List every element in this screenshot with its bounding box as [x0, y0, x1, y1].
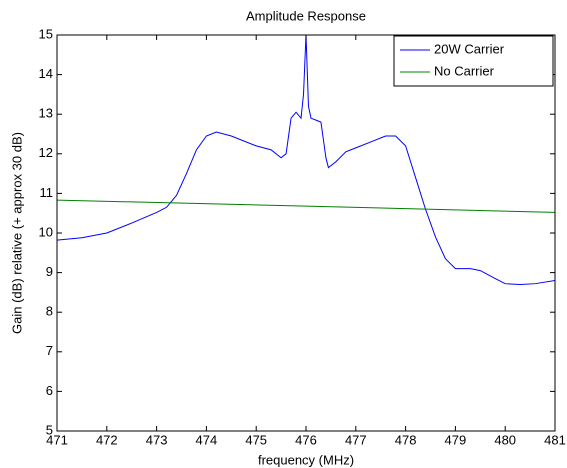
x-tick-label: 478 — [395, 432, 417, 447]
x-tick-label: 481 — [544, 432, 566, 447]
series-line — [57, 35, 555, 285]
y-tick-label: 10 — [39, 224, 53, 239]
y-tick-label: 14 — [39, 66, 53, 81]
plot-area — [57, 35, 555, 285]
axes-box — [56, 34, 556, 432]
legend-box — [393, 35, 554, 87]
y-tick-label: 5 — [46, 422, 53, 437]
y-tick-label: 6 — [46, 383, 53, 398]
y-tick-label: 13 — [39, 106, 53, 121]
x-tick-label: 477 — [345, 432, 367, 447]
legend-label: 20W Carrier — [434, 41, 505, 56]
x-tick-label: 479 — [445, 432, 467, 447]
x-tick-label: 475 — [245, 432, 267, 447]
y-tick-label: 7 — [46, 343, 53, 358]
y-tick-label: 15 — [39, 26, 53, 41]
x-tick-label: 480 — [494, 432, 516, 447]
x-tick-label: 476 — [295, 432, 317, 447]
y-tick-label: 11 — [40, 185, 54, 200]
legend-label: No Carrier — [434, 63, 495, 78]
y-axis-label: Gain (dB) relative (+ approx 30 dB) — [9, 132, 24, 334]
x-tick-label: 471 — [46, 432, 68, 447]
series-line — [57, 199, 555, 213]
x-axis-label: frequency (MHz) — [258, 452, 354, 467]
x-tick-label: 473 — [146, 432, 168, 447]
y-tick-label: 12 — [39, 145, 53, 160]
y-tick-label: 9 — [46, 264, 53, 279]
x-tick-label: 472 — [96, 432, 118, 447]
chart-title: Amplitude Response — [246, 8, 366, 23]
y-tick-label: 8 — [46, 304, 53, 319]
x-tick-label: 474 — [196, 432, 218, 447]
